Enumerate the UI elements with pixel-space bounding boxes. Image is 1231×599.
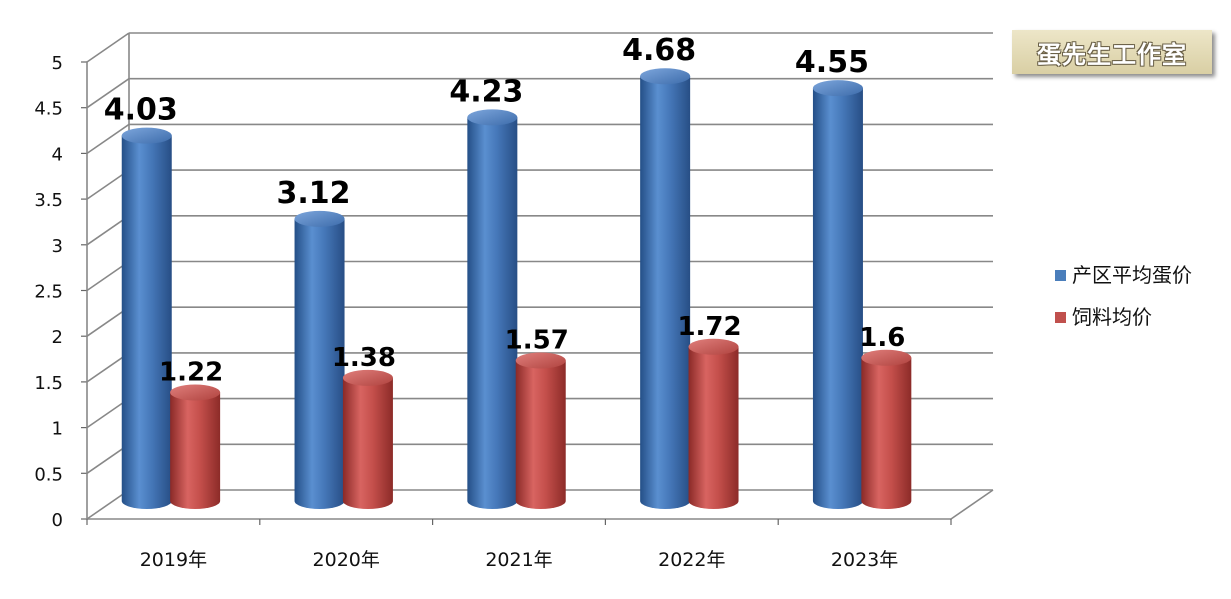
y-tick-label: 5: [52, 53, 63, 74]
bar-top-cap: [294, 210, 345, 227]
legend-swatch: [1055, 312, 1066, 323]
watermark-badge: 蛋先生工作室: [1012, 30, 1212, 74]
legend-label: 产区平均蛋价: [1072, 263, 1192, 287]
bar-body: [688, 346, 739, 509]
bar-body: [640, 76, 691, 510]
bar-top-cap: [812, 80, 863, 97]
y-tick-label: 3.5: [34, 190, 63, 211]
bar-top-cap: [515, 352, 566, 369]
bar-top-cap: [467, 109, 518, 126]
side-wall-line: [86, 123, 130, 155]
bar-top-cap: [640, 68, 691, 85]
bar: [515, 352, 566, 509]
bars: [121, 68, 912, 510]
y-tick-label: 0.5: [34, 464, 63, 485]
data-label: 1.57: [505, 326, 569, 356]
x-tick-label: 2020年: [313, 549, 380, 571]
x-tick-label: 2022年: [658, 549, 725, 571]
floor-right-edge: [950, 489, 994, 520]
data-label: 3.12: [277, 176, 351, 211]
y-tick-label: 1: [52, 419, 63, 440]
y-tick-label: 0: [52, 510, 63, 531]
y-tick-label: 3: [52, 236, 63, 257]
bar-top-cap: [861, 349, 912, 366]
bar-body: [812, 88, 863, 509]
bar-body: [294, 218, 345, 509]
x-tick-label: 2019年: [140, 549, 207, 571]
bar: [812, 80, 863, 509]
y-tick-label: 4.5: [34, 99, 63, 120]
y-tick-label: 4: [52, 144, 63, 165]
bar: [170, 384, 221, 509]
bar-body: [861, 357, 912, 509]
bar: [861, 349, 912, 509]
side-wall-line: [86, 78, 130, 109]
bar: [640, 68, 691, 510]
data-label: 1.22: [159, 357, 223, 387]
y-tick-label: 2: [52, 327, 63, 348]
bar: [342, 369, 393, 509]
legend-label: 饲料均价: [1072, 305, 1152, 329]
data-label: 1.6: [859, 323, 905, 353]
x-tick-label: 2021年: [485, 549, 552, 571]
data-labels: 4.03 1.22 3.12 1.38 4.23 1.57 4.68 1.72 4.55 1.6: [104, 33, 906, 387]
y-tick-label: 1.5: [34, 373, 63, 394]
data-label: 4.03: [104, 93, 178, 128]
data-label: 1.38: [332, 343, 396, 373]
side-wall-line: [86, 32, 130, 63]
data-label: 1.72: [677, 312, 741, 342]
bar-top-cap: [170, 384, 221, 401]
data-label: 4.55: [795, 45, 869, 80]
legend-swatch: [1055, 270, 1066, 281]
bar-body: [121, 135, 172, 509]
bar-body: [467, 117, 518, 510]
y-tick-label: 2.5: [34, 282, 63, 303]
bar: [467, 109, 518, 510]
bar-top-cap: [688, 338, 739, 355]
bar: [688, 338, 739, 509]
bar: [121, 127, 172, 509]
bar-top-cap: [121, 127, 172, 144]
bar-top-cap: [342, 369, 393, 386]
bar: [294, 210, 345, 509]
data-label: 4.23: [449, 74, 523, 109]
data-label: 4.68: [622, 33, 696, 68]
bar-body: [342, 377, 393, 509]
bar-body: [170, 392, 221, 509]
bar-body: [515, 360, 566, 509]
x-tick-label: 2023年: [831, 549, 898, 571]
